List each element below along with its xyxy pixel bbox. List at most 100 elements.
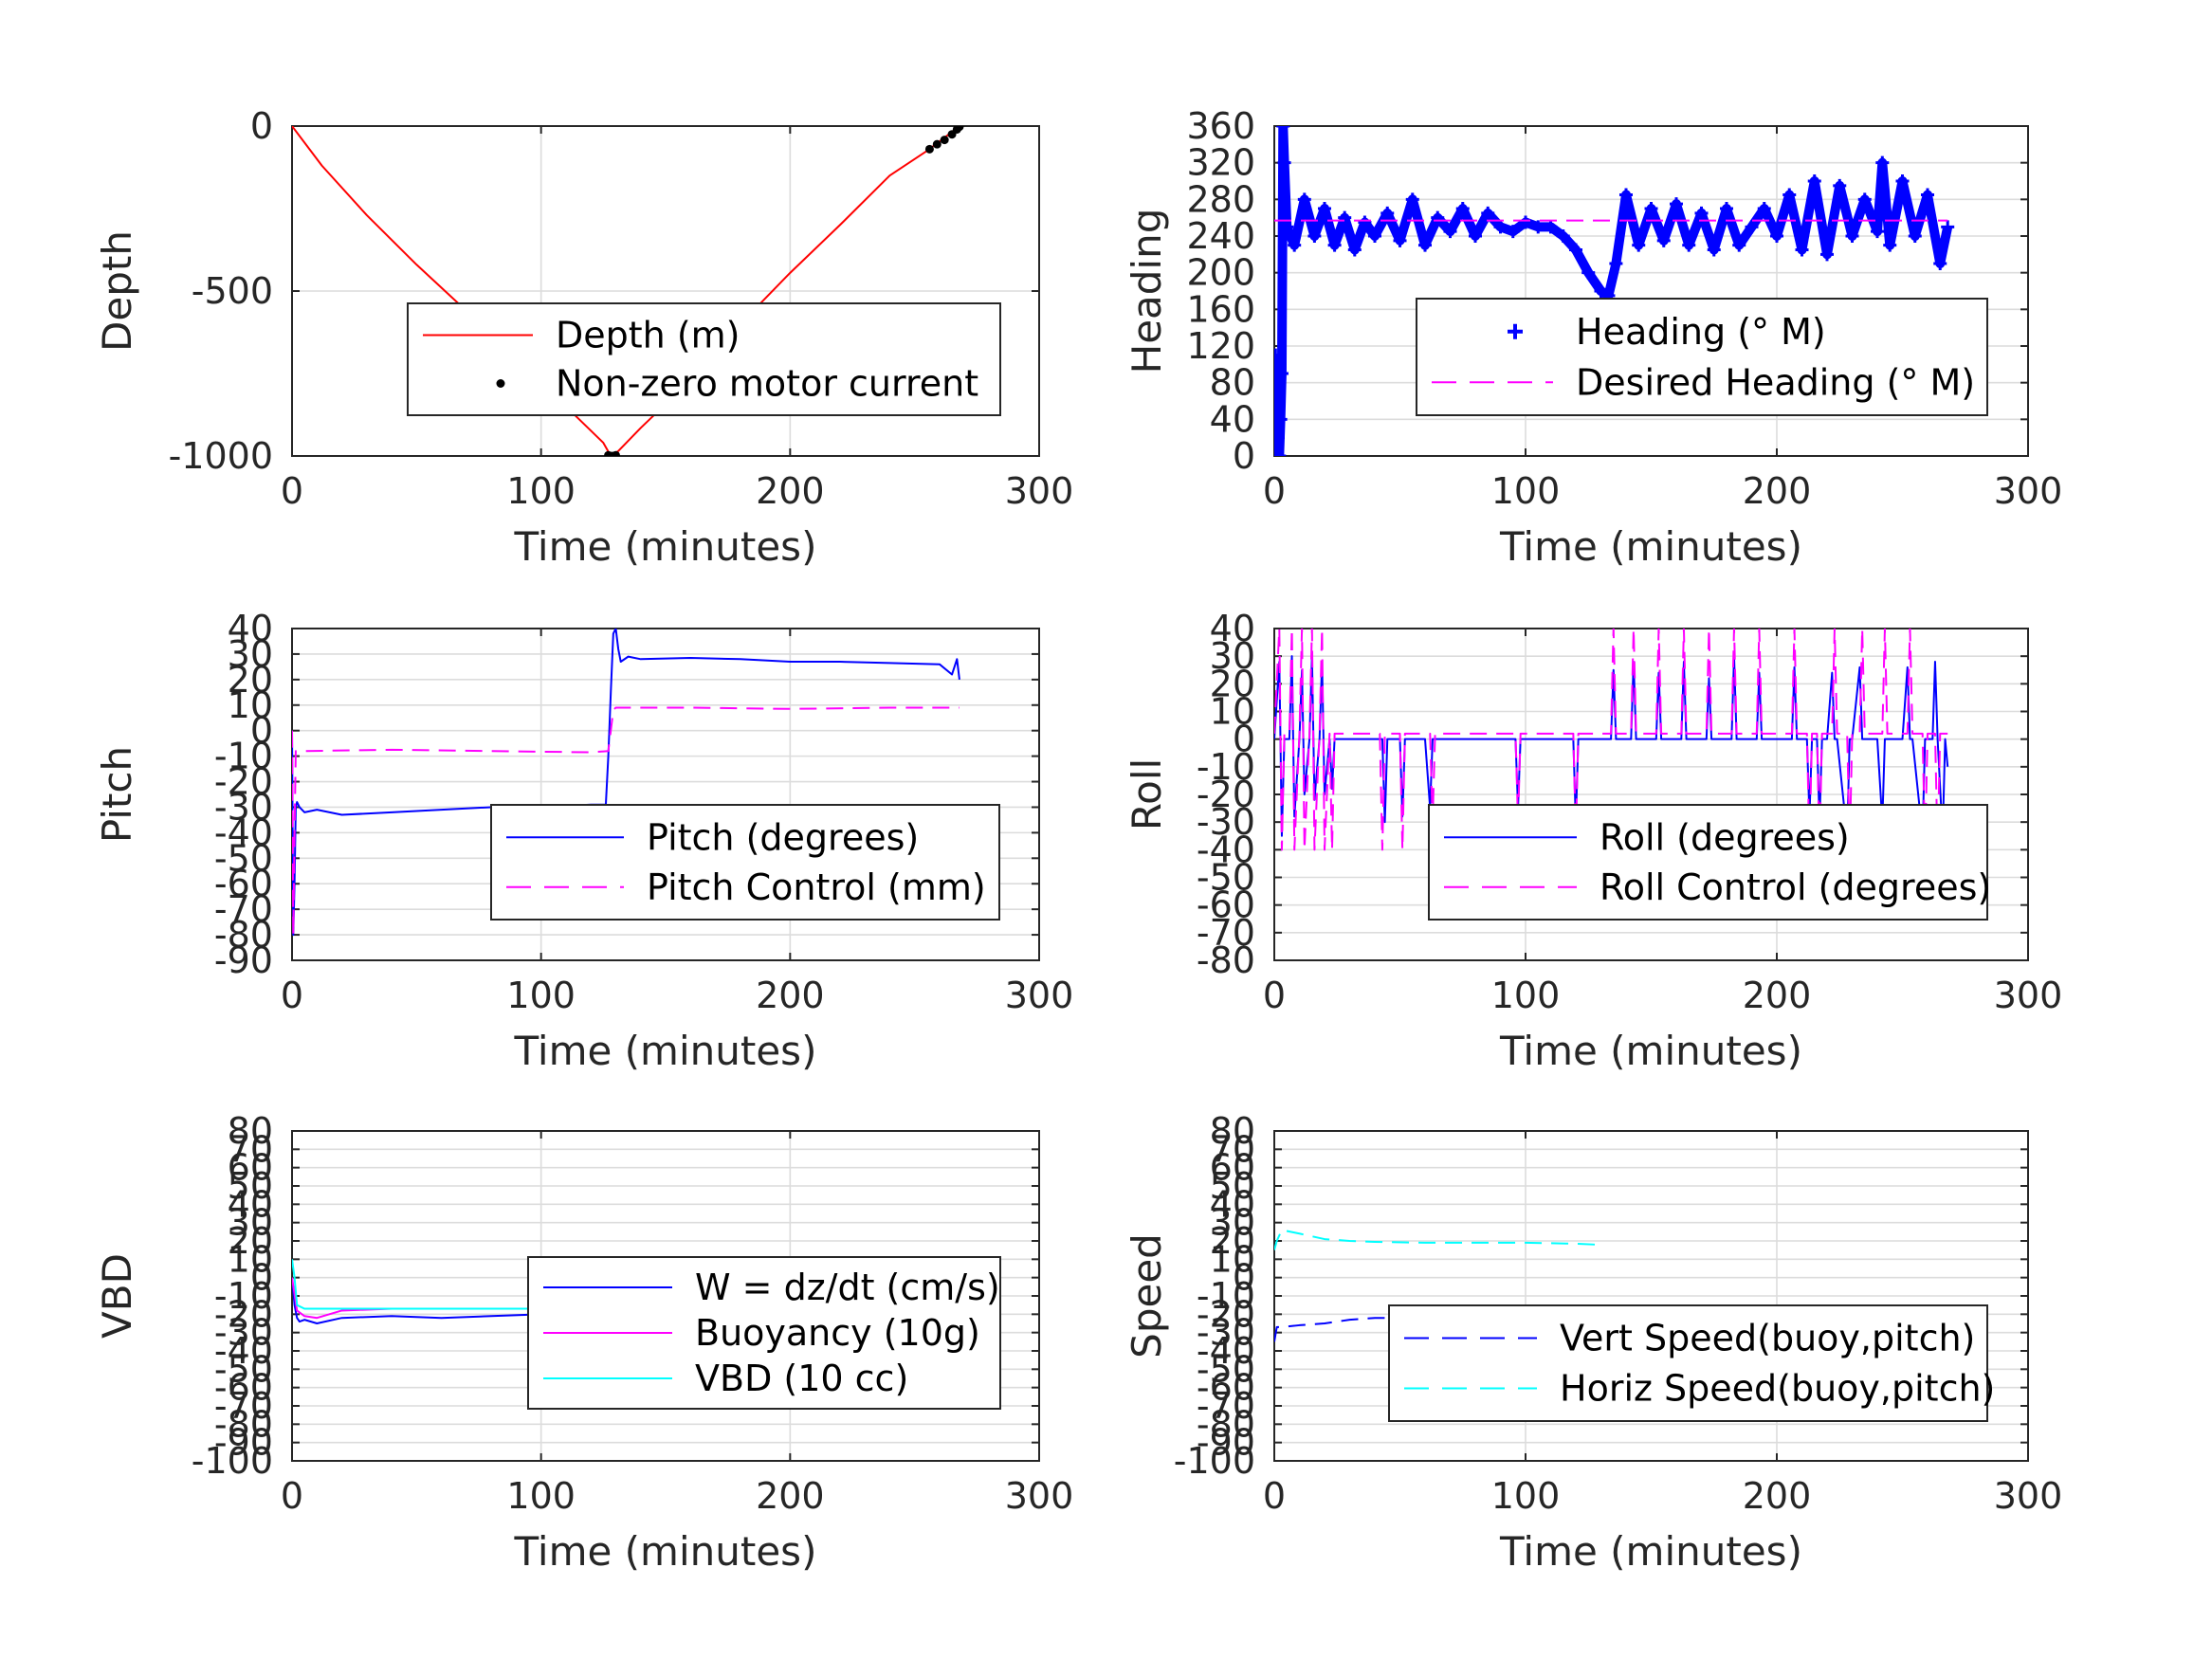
data-point xyxy=(1845,229,1859,243)
legend-marker xyxy=(1508,323,1523,339)
data-point xyxy=(1857,192,1872,207)
x-tick-label: 200 xyxy=(756,1475,825,1517)
data-point xyxy=(1519,215,1532,229)
y-tick-label: -10 xyxy=(1197,1275,1255,1317)
y-axis-label: Depth xyxy=(94,230,140,352)
x-tick-label: 200 xyxy=(1743,975,1812,1016)
data-point xyxy=(1707,243,1721,257)
series-depth-m xyxy=(292,126,960,456)
y-tick-label: 280 xyxy=(1186,178,1255,220)
y-tick-label: 120 xyxy=(1186,325,1255,367)
series-pitch-control-mm xyxy=(292,706,960,937)
data-point xyxy=(1556,229,1570,243)
y-tick-label: 40 xyxy=(1210,1183,1255,1225)
x-tick-label: 300 xyxy=(1994,975,2063,1016)
data-point xyxy=(1393,233,1407,247)
data-point xyxy=(1921,188,1934,202)
x-tick-label: 300 xyxy=(1994,470,2063,512)
y-tick-label: -40 xyxy=(214,1330,273,1372)
legend: Vert Speed(buoy,pitch) Horiz Speed(buoy,p… xyxy=(1388,1304,1995,1422)
y-tick-label: 30 xyxy=(1210,1202,1255,1244)
data-point xyxy=(1682,238,1696,252)
subplot-6-speed: 0 100 200 300-100-90-80-70-60-50-40-30-20-1… xyxy=(1124,1110,2062,1575)
data-point xyxy=(1871,225,1884,239)
y-tick-label: -10 xyxy=(1197,746,1255,788)
x-tick-label: 100 xyxy=(506,1475,576,1517)
plot-area xyxy=(292,126,964,456)
data-point xyxy=(1277,155,1291,170)
legend-label: Heading (° M) xyxy=(1576,311,1826,353)
y-tick-label: 80 xyxy=(228,1110,273,1152)
data-point xyxy=(955,126,964,132)
data-point xyxy=(940,136,949,145)
data-point xyxy=(1933,257,1947,270)
data-point xyxy=(1280,220,1294,234)
data-point xyxy=(1632,238,1646,252)
legend-box xyxy=(490,804,1000,921)
data-point xyxy=(1368,229,1381,243)
legend: Pitch (degrees) Pitch Control (mm) xyxy=(490,804,1000,921)
legend-label: Pitch (degrees) xyxy=(647,816,919,858)
x-tick-label: 300 xyxy=(1005,470,1074,512)
y-tick-label: -70 xyxy=(214,888,273,930)
data-point xyxy=(1297,192,1311,207)
data-point xyxy=(1307,229,1322,243)
data-point xyxy=(1274,348,1283,362)
series-horiz-speed-buoy-pitch xyxy=(1274,1229,1597,1250)
y-tick-label: 360 xyxy=(1186,105,1255,147)
x-tick-label: 0 xyxy=(1263,975,1286,1016)
y-tick-label: -50 xyxy=(1197,857,1255,899)
y-tick-label: 10 xyxy=(1210,691,1255,733)
y-axis-label: Roll xyxy=(1124,758,1170,830)
y-tick-label: -20 xyxy=(1197,774,1255,815)
x-tick-label: 100 xyxy=(1491,470,1561,512)
y-tick-label: 0 xyxy=(1233,719,1255,760)
x-axis-label: Time (minutes) xyxy=(514,1028,817,1074)
data-point xyxy=(1908,229,1922,243)
y-tick-label: 30 xyxy=(1210,635,1255,677)
subplot-5-vbd: 0 100 200 300-100-90-80-70-60-50-40-30-20-1… xyxy=(94,1110,1073,1575)
x-tick-label: 200 xyxy=(1743,1475,1812,1517)
x-axis-label: Time (minutes) xyxy=(1499,1528,1802,1575)
data-point xyxy=(1745,220,1759,234)
data-point xyxy=(1405,192,1419,207)
data-point xyxy=(1318,202,1331,215)
data-point xyxy=(1274,367,1289,380)
y-tick-label: -70 xyxy=(1197,1385,1255,1427)
legend-label: Roll Control (degrees) xyxy=(1600,866,1991,908)
y-tick-label: 20 xyxy=(228,1220,273,1262)
legend-label: Horiz Speed(buoy,pitch) xyxy=(1560,1368,1995,1410)
y-tick-label: 0 xyxy=(250,105,273,147)
x-tick-label: 300 xyxy=(1005,1475,1074,1517)
x-tick-label: 300 xyxy=(1994,1475,2063,1517)
x-tick-label: 0 xyxy=(281,1475,303,1517)
legend-label: Roll (degrees) xyxy=(1600,816,1850,858)
data-point xyxy=(1481,206,1495,220)
legend-box xyxy=(1388,1304,1988,1422)
y-tick-label: 50 xyxy=(228,1165,273,1207)
series-non-zero-motor-current xyxy=(604,126,964,456)
data-point xyxy=(1670,197,1683,211)
y-tick-label: -20 xyxy=(214,1293,273,1335)
y-tick-label: -20 xyxy=(1197,1293,1255,1335)
y-tick-label: 10 xyxy=(228,684,273,726)
y-tick-label: -30 xyxy=(1197,1312,1255,1354)
subplot-2-heading: 0 100 200 30004080120160200240280320360Time… xyxy=(1124,105,2062,570)
y-tick-label: 0 xyxy=(250,710,273,752)
data-point xyxy=(932,139,941,149)
data-point xyxy=(1569,243,1582,257)
y-tick-label: -60 xyxy=(214,863,273,904)
data-point xyxy=(1875,155,1890,170)
data-point xyxy=(1274,394,1284,408)
y-tick-label: -50 xyxy=(214,1348,273,1390)
y-tick-label: -80 xyxy=(214,914,273,956)
data-point xyxy=(1619,188,1633,202)
data-point xyxy=(1288,238,1302,252)
legend-label: Pitch Control (mm) xyxy=(647,866,986,908)
subplot-1-depth: 0 100 200 300 -1000 -500 0 Time (minutes) Depth D… xyxy=(94,105,1073,570)
data-point xyxy=(1418,238,1432,252)
y-tick-label: 10 xyxy=(228,1238,273,1280)
legend-label: Vert Speed(buoy,pitch) xyxy=(1560,1318,1975,1359)
y-tick-label: -50 xyxy=(1197,1348,1255,1390)
data-point xyxy=(924,144,934,154)
